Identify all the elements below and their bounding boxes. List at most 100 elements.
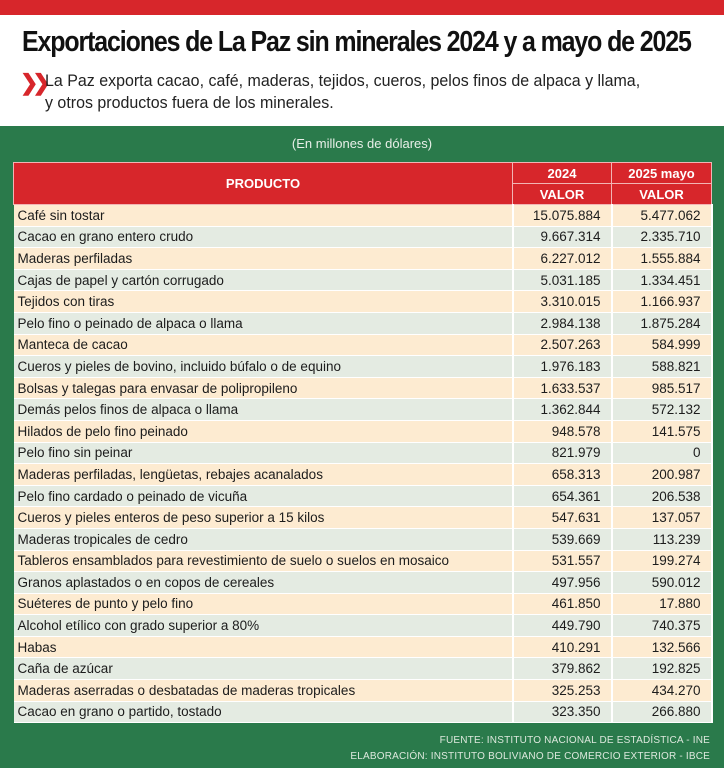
top-accent-bar [0,0,724,15]
value-2025-cell: 192.825 [611,657,713,680]
product-cell: Maderas perfiladas [13,247,514,270]
page-title: Exportaciones de La Paz sin minerales 20… [22,26,692,58]
table-row: Tableros ensamblados para revestimiento … [13,550,713,572]
table-row: Hilados de pelo fino peinado 948.578 141.5… [13,420,713,443]
value-2025-cell: 141.575 [611,420,713,443]
value-2025-cell: 590.012 [611,571,713,594]
value-2025-cell: 584.999 [611,334,713,356]
value-2024-cell: 948.578 [512,420,613,443]
product-cell: Pelo fino cardado o peinado de vicuña [13,485,514,507]
value-2025-cell: 5.477.062 [611,204,713,227]
source-note: FUENTE: INSTITUTO NACIONAL DE ESTADÍSTIC… [439,735,710,746]
table-body: Café sin tostar 15.075.884 5.477.062 Cacao … [13,204,713,723]
value-2025-cell: 2.335.710 [611,226,713,248]
header-2025: 2025 mayo [611,162,712,184]
value-2025-cell: 0 [611,442,713,464]
table-row: Pelo fino o peinado de alpaca o llama 2.9… [13,312,713,335]
value-2024-cell: 3.310.015 [512,290,613,313]
product-cell: Tejidos con tiras [13,290,514,313]
value-2025-cell: 588.821 [611,355,713,378]
product-cell: Caña de azúcar [13,657,514,680]
value-2024-cell: 547.631 [512,506,613,529]
value-2025-cell: 985.517 [611,377,713,399]
value-2025-cell: 137.057 [611,506,713,529]
value-2024-cell: 9.667.314 [512,226,613,248]
table-row: Cajas de papel y cartón corrugado 5.031.1… [13,269,713,291]
table-row: Suéteres de punto y pelo fino 461.850 17.8… [13,593,713,615]
value-2025-cell: 132.566 [611,636,713,658]
table-row: Cueros y pieles enteros de peso superior… [13,506,713,529]
value-2025-cell: 1.555.884 [611,247,713,270]
product-cell: Maderas aserradas o desbatadas de madera… [13,679,514,702]
product-cell: Hilados de pelo fino peinado [13,420,514,443]
subheader-2025-value: VALOR [611,183,712,205]
table-row: Café sin tostar 15.075.884 5.477.062 [13,204,713,227]
value-2024-cell: 449.790 [512,614,613,637]
product-cell: Pelo fino sin peinar [13,442,514,464]
subheader-2024-value: VALOR [512,183,612,205]
value-2024-cell: 821.979 [512,442,613,464]
double-chevron-right-icon: ❯❯ [20,70,51,95]
header-product: PRODUCTO [13,162,513,205]
value-2025-cell: 199.274 [611,550,713,572]
value-2025-cell: 206.538 [611,485,713,507]
value-2024-cell: 531.557 [512,550,613,572]
table-row: Cueros y pieles de bovino, incluido búfa… [13,355,713,378]
table-row: Cacao en grano o partido, tostado 323.350… [13,701,713,723]
product-cell: Demás pelos finos de alpaca o llama [13,398,514,421]
table-row: Demás pelos finos de alpaca o llama 1.362… [13,398,713,421]
credit-note: ELABORACIÓN: INSTITUTO BOLIVIANO DE COME… [350,751,710,762]
value-2025-cell: 1.334.451 [611,269,713,291]
value-2025-cell: 200.987 [611,463,713,486]
table-row: Caña de azúcar 379.862 192.825 [13,657,713,680]
product-cell: Cajas de papel y cartón corrugado [13,269,514,291]
value-2024-cell: 539.669 [512,528,613,550]
value-2024-cell: 2.507.263 [512,334,613,356]
value-2024-cell: 15.075.884 [512,204,613,227]
value-2024-cell: 1.362.844 [512,398,613,421]
table-row: Pelo fino cardado o peinado de vicuña 654… [13,485,713,507]
value-2025-cell: 266.880 [611,701,713,723]
table-row: Cacao en grano entero crudo 9.667.314 2.33… [13,226,713,248]
value-2024-cell: 323.350 [512,701,613,723]
table-row: Pelo fino sin peinar 821.979 0 [13,442,713,464]
value-2024-cell: 2.984.138 [512,312,613,335]
value-2024-cell: 379.862 [512,657,613,680]
header-2024: 2024 [512,162,612,184]
product-cell: Manteca de cacao [13,334,514,356]
exports-table: PRODUCTO 2024 2025 mayo VALOR VALOR Café… [13,162,713,723]
product-cell: Granos aplastados o en copos de cereales [13,571,514,594]
table-row: Maderas perfiladas 6.227.012 1.555.884 [13,247,713,270]
value-2024-cell: 1.633.537 [512,377,613,399]
table-row: Habas 410.291 132.566 [13,636,713,658]
value-2025-cell: 1.875.284 [611,312,713,335]
value-2024-cell: 5.031.185 [512,269,613,291]
table-row: Bolsas y talegas para envasar de polipro… [13,377,713,399]
value-2024-cell: 6.227.012 [512,247,613,270]
value-2025-cell: 572.132 [611,398,713,421]
subtitle: La Paz exporta cacao, café, maderas, tej… [45,71,641,112]
product-cell: Cueros y pieles enteros de peso superior… [13,506,514,529]
product-cell: Cueros y pieles de bovino, incluido búfa… [13,355,514,378]
value-2024-cell: 497.956 [512,571,613,594]
value-2025-cell: 434.270 [611,679,713,702]
table-row: Maderas aserradas o desbatadas de madera… [13,679,713,702]
value-2024-cell: 325.253 [512,679,613,702]
value-2024-cell: 654.361 [512,485,613,507]
table-row: Manteca de cacao 2.507.263 584.999 [13,334,713,356]
value-2025-cell: 1.166.937 [611,290,713,313]
product-cell: Pelo fino o peinado de alpaca o llama [13,312,514,335]
product-cell: Alcohol etílico con grado superior a 80% [13,614,514,637]
value-2024-cell: 1.976.183 [512,355,613,378]
product-cell: Café sin tostar [13,204,514,227]
value-2025-cell: 17.880 [611,593,713,615]
product-cell: Maderas perfiladas, lengüetas, rebajes a… [13,463,514,486]
product-cell: Tableros ensamblados para revestimiento … [13,550,514,572]
value-2024-cell: 461.850 [512,593,613,615]
table-row: Alcohol etílico con grado superior a 80%… [13,614,713,637]
table-row: Granos aplastados o en copos de cereales… [13,571,713,594]
value-2024-cell: 410.291 [512,636,613,658]
table-row: Maderas perfiladas, lengüetas, rebajes a… [13,463,713,486]
value-2025-cell: 113.239 [611,528,713,550]
table-row: Tejidos con tiras 3.310.015 1.166.937 [13,290,713,313]
